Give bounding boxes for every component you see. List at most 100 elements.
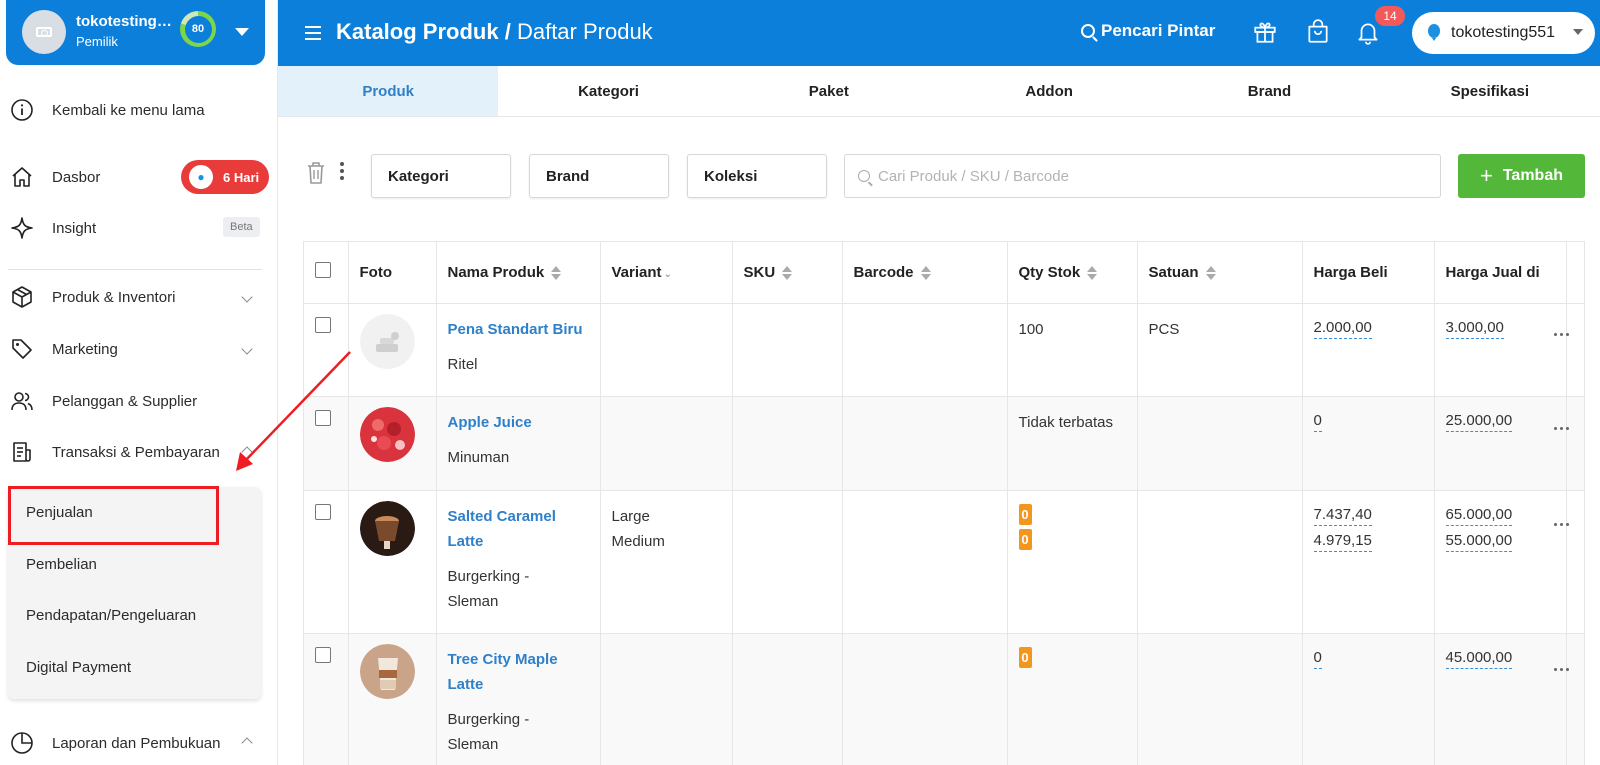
tab-addon[interactable]: Addon [1025, 82, 1073, 100]
menu-item-produk-inventori[interactable]: Produk & Inventori [0, 277, 270, 317]
caret-down-icon[interactable] [235, 28, 249, 36]
column-header-satuan[interactable]: Satuan [1137, 242, 1303, 304]
top-bar: Katalog Produk / Daftar Produk Pencari P… [278, 0, 1600, 66]
barcode-cell [842, 490, 1008, 633]
row-checkbox[interactable] [315, 316, 331, 333]
stock-badge: 0 [1018, 646, 1032, 668]
bell-icon[interactable] [1354, 18, 1382, 46]
sort-icon[interactable] [920, 265, 931, 280]
annotation-highlight-box [8, 486, 219, 545]
tab-kategori[interactable]: Kategori [578, 82, 639, 100]
chevron-down-icon [241, 343, 253, 355]
column-header-nama-produk[interactable]: Nama Produk [436, 242, 601, 304]
row-more-icon[interactable] [1554, 333, 1570, 336]
column-header-qty-stok[interactable]: Qty Stok [1007, 242, 1138, 304]
sort-icon[interactable] [1205, 265, 1216, 280]
variant-value: Large [611, 507, 650, 525]
sell-price-value[interactable]: 3.000,00 [1445, 317, 1504, 339]
product-name-line[interactable]: Latte [447, 675, 484, 693]
filter-koleksi-button[interactable]: Koleksi [687, 154, 827, 198]
buy-price-value[interactable]: 0 [1313, 647, 1322, 669]
shopping-bag-icon[interactable] [1304, 18, 1332, 46]
product-name-line[interactable]: Salted Caramel [447, 507, 556, 525]
sell-price-value[interactable]: 55.000,00 [1445, 530, 1513, 552]
qty-cell: Tidak terbatas [1007, 396, 1138, 490]
menu-item-pelanggan-supplier[interactable]: Pelanggan & Supplier [0, 381, 270, 421]
tab-produk[interactable]: Produk [278, 66, 499, 116]
select-all-checkbox[interactable] [315, 262, 331, 279]
sell-price-value[interactable]: 65.000,00 [1445, 504, 1513, 526]
column-label: Qty Stok [1018, 263, 1081, 281]
table-row[interactable]: Apple Juice Minuman Tidak terbatas 0 25.… [304, 396, 1584, 490]
product-name-line[interactable]: Tree City Maple [447, 650, 558, 668]
menu-item-transaksi-pembayaran[interactable]: Transaksi & Pembayaran [0, 432, 270, 472]
product-name-link[interactable]: Apple Juice [447, 413, 532, 431]
sort-icon[interactable] [551, 265, 562, 280]
more-vertical-icon[interactable] [340, 162, 344, 180]
photo-cell [348, 633, 437, 765]
product-search-input[interactable] [878, 167, 1418, 185]
submenu-item-digital-payment[interactable]: Digital Payment [26, 659, 132, 676]
buy-price-value[interactable]: 4.979,15 [1313, 530, 1372, 552]
tab-paket[interactable]: Paket [808, 82, 849, 100]
submenu-item-penjualan[interactable]: Penjualan [26, 504, 93, 521]
row-checkbox[interactable] [315, 409, 331, 426]
submenu-item-pembelian[interactable]: Pembelian [26, 556, 97, 573]
gift-icon[interactable] [1251, 18, 1279, 46]
row-checkbox[interactable] [315, 646, 331, 663]
catalog-tabs: Produk Kategori Paket Addon Brand Spesif… [278, 66, 1600, 117]
product-photo-salted-caramel-latte [359, 500, 415, 556]
actions-cell [1566, 396, 1584, 490]
filter-brand-button[interactable]: Brand [529, 154, 669, 198]
buy-price-cell: 2.000,00 [1302, 303, 1435, 396]
row-more-icon[interactable] [1554, 427, 1570, 430]
menu-item-old-menu[interactable]: Kembali ke menu lama [0, 90, 270, 130]
camera-icon [36, 27, 52, 37]
barcode-cell [842, 303, 1008, 396]
trash-icon[interactable] [306, 161, 326, 190]
menu-item-dasbor[interactable]: Dasbor ● 6 Hari [0, 157, 270, 197]
info-icon [10, 98, 34, 122]
row-more-icon[interactable] [1554, 523, 1570, 526]
trial-days-badge[interactable]: ● 6 Hari [181, 160, 269, 194]
score-value: 80 [184, 15, 212, 43]
store-selector[interactable]: tokotesting551 [1412, 12, 1595, 54]
table-row[interactable]: Salted Caramel Latte Burgerking - Sleman… [304, 490, 1584, 633]
profile-card[interactable]: tokotesting551 Pemilik 80 [6, 0, 265, 65]
sell-price-value[interactable]: 45.000,00 [1445, 647, 1513, 669]
sell-price-value[interactable]: 25.000,00 [1445, 410, 1513, 432]
column-label: Variant [611, 263, 662, 281]
menu-item-marketing[interactable]: Marketing [0, 329, 270, 369]
unit-value: PCS [1148, 320, 1180, 338]
product-name-link[interactable]: Pena Standart Biru [447, 320, 583, 338]
tab-brand[interactable]: Brand [1247, 82, 1292, 100]
barcode-cell [842, 396, 1008, 490]
store-name: tokotesting551 [76, 13, 176, 30]
product-name-line[interactable]: Latte [447, 532, 484, 550]
submenu-item-pendapatan-pengeluaran[interactable]: Pendapatan/Pengeluaran [26, 607, 197, 624]
product-search[interactable] [844, 154, 1441, 198]
table-row[interactable]: Pena Standart Biru Ritel 100 PCS 2.000,0… [304, 303, 1584, 396]
balloon-icon: ● [189, 165, 213, 189]
add-product-label: Tambah [1502, 167, 1563, 184]
buy-price-value[interactable]: 2.000,00 [1313, 317, 1372, 339]
menu-item-insight[interactable]: Insight Beta [0, 208, 270, 248]
hamburger-icon[interactable] [305, 26, 321, 40]
buy-price-value[interactable]: 0 [1313, 410, 1322, 432]
smart-search-button[interactable]: Pencari Pintar [1081, 21, 1215, 41]
column-header-sku[interactable]: SKU [732, 242, 843, 304]
tab-spesifikasi[interactable]: Spesifikasi [1450, 82, 1529, 100]
row-checkbox[interactable] [315, 503, 331, 520]
table-row[interactable]: Tree City Maple Latte Burgerking - Slema… [304, 633, 1584, 765]
add-product-button[interactable]: + Tambah [1458, 154, 1585, 198]
column-header-variant[interactable]: Variant ⌄ [600, 242, 733, 304]
sort-icon[interactable] [1087, 265, 1098, 280]
menu-item-laporan-pembukuan[interactable]: Laporan dan Pembukuan [0, 723, 270, 763]
column-header-barcode[interactable]: Barcode [842, 242, 1008, 304]
filter-kategori-button[interactable]: Kategori [371, 154, 511, 198]
sku-cell [732, 396, 843, 490]
buy-price-value[interactable]: 7.437,40 [1313, 504, 1372, 526]
unit-cell [1137, 490, 1303, 633]
row-more-icon[interactable] [1554, 668, 1570, 671]
sort-icon[interactable] [782, 265, 793, 280]
